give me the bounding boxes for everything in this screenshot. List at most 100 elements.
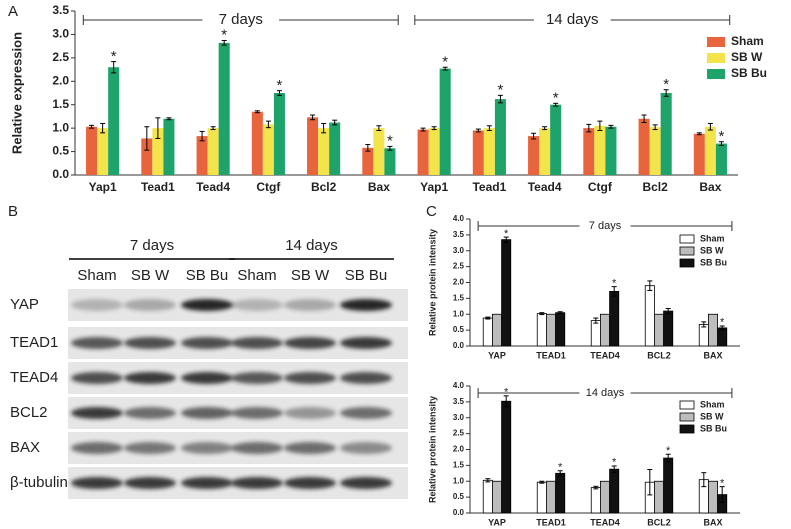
bar [251, 111, 263, 175]
y-tick-label: 2.0 [52, 73, 69, 87]
legend-label: SB W [700, 411, 724, 421]
bar [318, 128, 330, 175]
y-tick-label: 3.0 [453, 246, 465, 255]
bar [546, 480, 556, 514]
x-tick-label: Ctgf [588, 180, 613, 194]
x-tick-label: Bax [699, 180, 721, 194]
bar [536, 481, 547, 514]
error-bar [166, 117, 172, 121]
bar [546, 313, 556, 347]
significance-star: * [442, 53, 448, 70]
blot-band [71, 407, 123, 419]
legend-swatch [679, 400, 695, 410]
error-bar [696, 132, 702, 136]
legend-swatch [707, 53, 725, 63]
blot-band [124, 407, 176, 419]
blot-band [231, 442, 283, 454]
x-tick-label: TEAD1 [536, 350, 566, 360]
bar [86, 126, 98, 175]
bar [482, 317, 493, 347]
error-bar [531, 132, 537, 140]
bar [472, 130, 484, 175]
blot-band [340, 407, 392, 419]
x-tick-label: Tead4 [528, 180, 562, 194]
bar [539, 128, 551, 175]
y-tick-label: 0.0 [453, 341, 465, 350]
bar [307, 117, 319, 175]
blot-band [284, 372, 336, 384]
error-bar [593, 485, 599, 490]
error-bar [332, 119, 338, 126]
y-tick-label: 1.5 [52, 97, 69, 111]
y-tick-label: 4.0 [453, 214, 465, 223]
x-tick-label: Tead1 [472, 180, 506, 194]
blot-band [71, 337, 123, 349]
x-tick-label: Yap1 [420, 180, 448, 194]
significance-star: * [558, 461, 563, 473]
y-axis-label: Relative protein intensity [427, 229, 437, 336]
bar [654, 480, 664, 514]
lane-label: SB Bu [345, 267, 388, 284]
x-tick-label: Bcl2 [642, 180, 668, 194]
bar [494, 99, 506, 175]
significance-star: * [111, 48, 117, 65]
bar [207, 128, 219, 175]
x-tick-label: BCL2 [647, 350, 671, 360]
group-label-bg [579, 387, 631, 399]
bar [492, 313, 502, 347]
error-bar [111, 61, 117, 74]
x-tick-label: Tead1 [141, 180, 175, 194]
legend-swatch [679, 424, 695, 434]
y-tick-label: 3.0 [52, 27, 69, 41]
bar [384, 148, 396, 175]
group-label-bg [533, 11, 611, 29]
x-tick-label: TEAD4 [590, 350, 620, 360]
bar [152, 128, 164, 175]
blot-band [71, 299, 123, 311]
bar [605, 126, 617, 175]
group-label: 14 days [285, 237, 338, 254]
blot-band [284, 407, 336, 419]
error-bar [89, 124, 95, 129]
bar [704, 126, 716, 175]
bar [428, 128, 440, 175]
legend-swatch [707, 37, 725, 47]
error-bar [719, 325, 725, 331]
y-tick-label: 3.5 [453, 230, 465, 239]
error-bar [701, 472, 707, 488]
error-bar [647, 469, 653, 496]
bar [594, 125, 606, 175]
bar [262, 124, 274, 175]
error-bar [611, 465, 617, 473]
x-tick-label: Ctgf [256, 180, 281, 194]
x-tick-label: TEAD1 [536, 517, 566, 527]
legend-label: SB W [731, 50, 763, 64]
group-label: 14 days [586, 387, 625, 399]
lane-label: Sham [237, 267, 276, 284]
error-bar [707, 122, 713, 131]
legend-label: SB W [700, 245, 724, 255]
error-bar [497, 94, 503, 104]
bar [600, 313, 610, 347]
legend-swatch [679, 246, 695, 256]
blot-band [124, 477, 176, 489]
y-tick-label: 3.5 [453, 397, 465, 406]
row-label: TEAD1 [10, 334, 58, 351]
blot-band [181, 372, 233, 384]
bar [715, 143, 727, 175]
bar [362, 147, 374, 175]
error-bar [485, 478, 491, 483]
error-bar [254, 110, 260, 114]
significance-star: * [504, 228, 509, 240]
blot-band [284, 299, 336, 311]
bar [555, 312, 566, 347]
bar [717, 327, 728, 347]
group-label: 7 days [130, 237, 174, 254]
lane-label: SB W [131, 267, 170, 284]
group-label: 7 days [219, 11, 263, 28]
panel-label: C [426, 203, 437, 220]
y-tick-label: 1.0 [453, 309, 465, 318]
lane-label: SB Bu [186, 267, 229, 284]
bar [417, 129, 429, 175]
significance-star: * [277, 77, 283, 94]
